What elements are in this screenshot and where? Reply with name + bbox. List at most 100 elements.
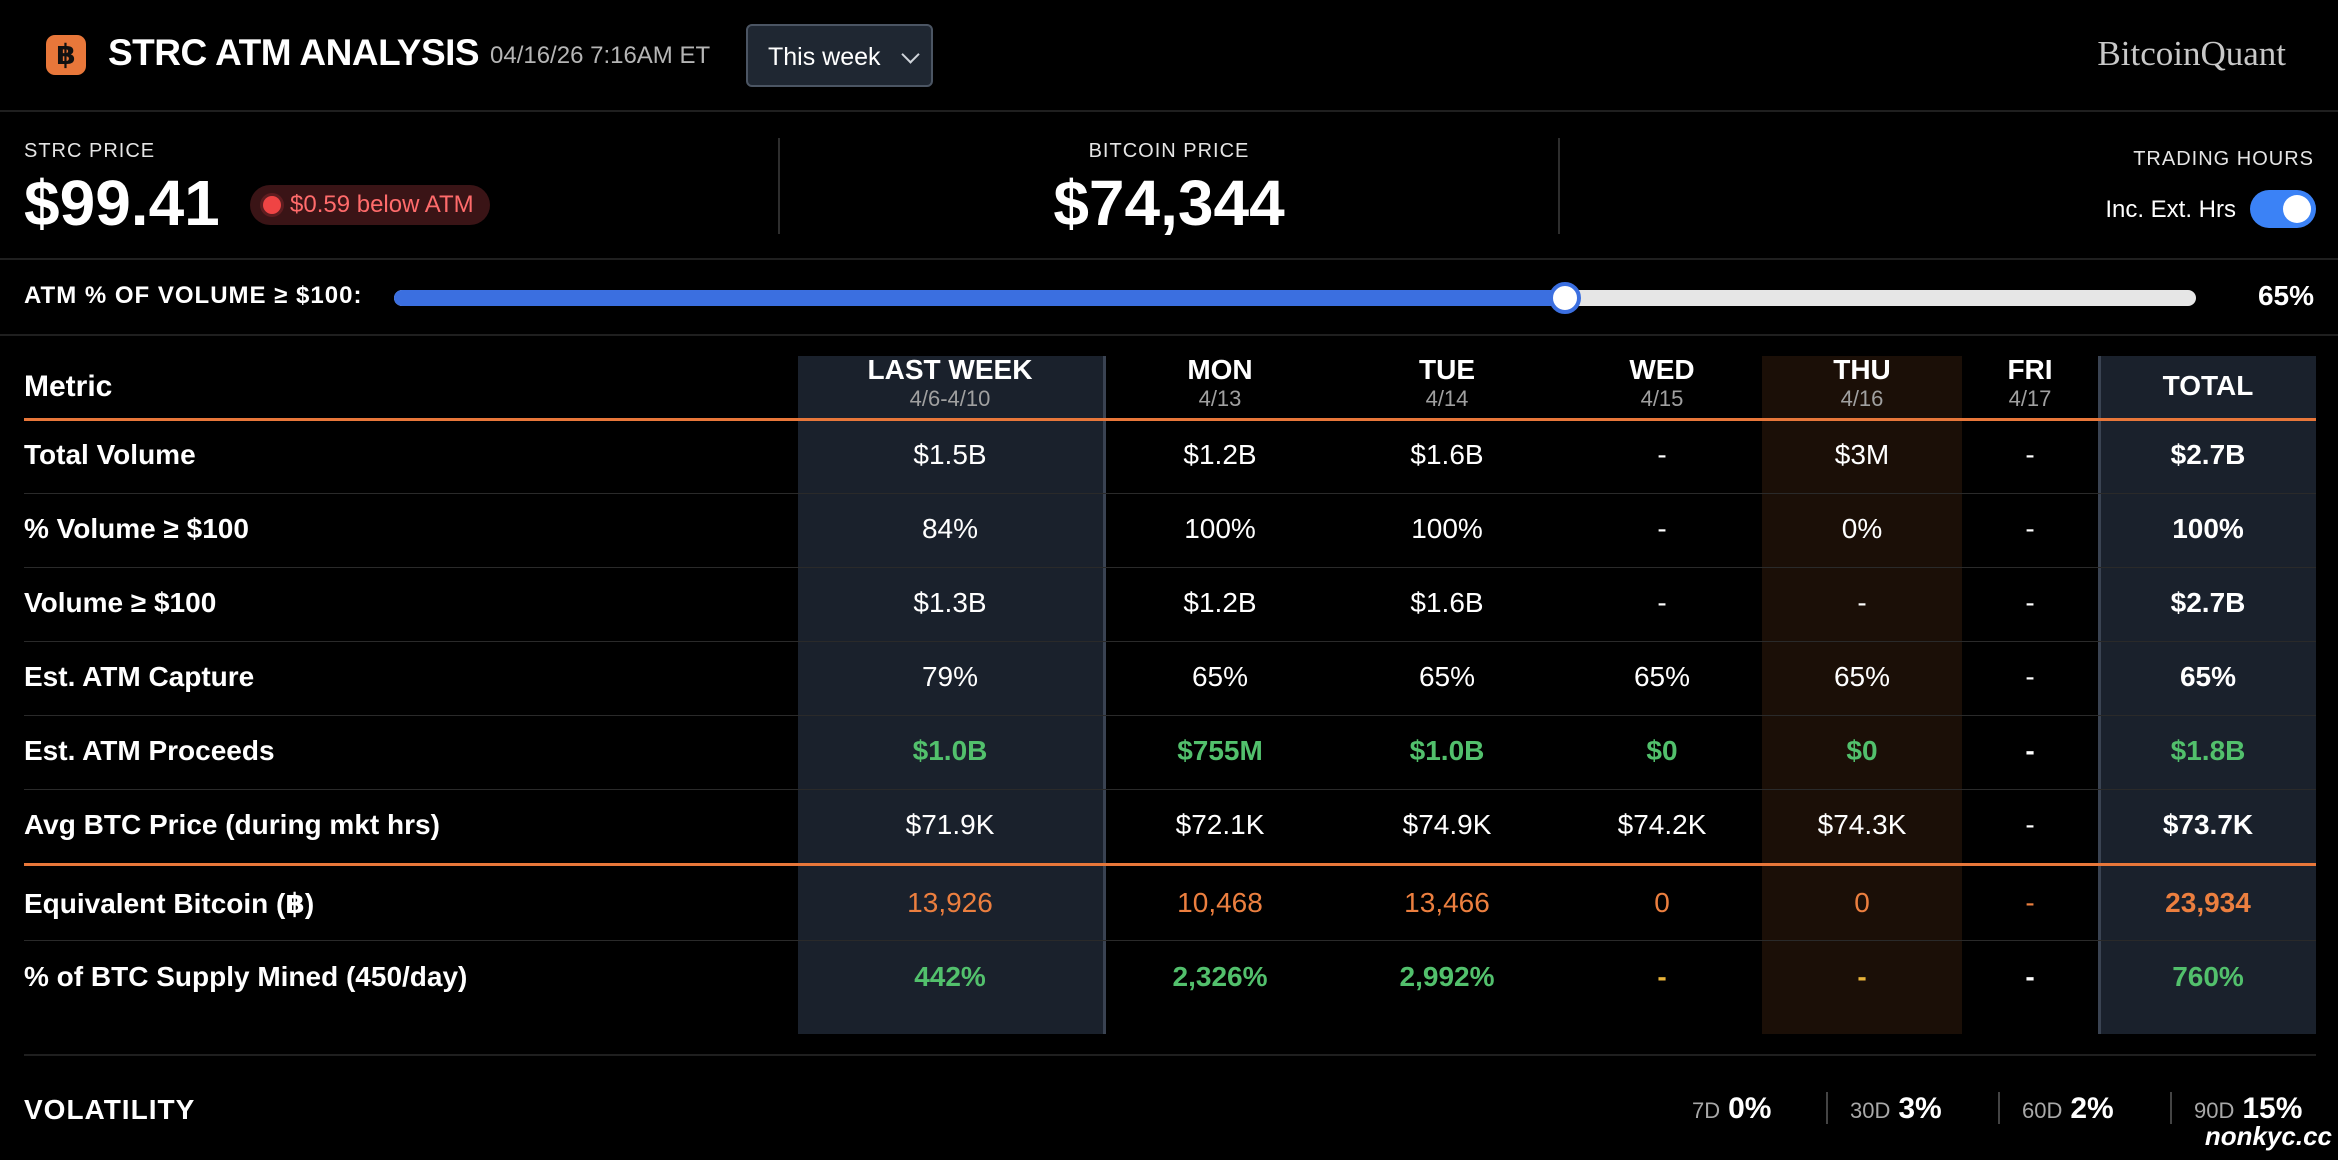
volatility-period-label: 7D: [1692, 1098, 1721, 1123]
bitcoin-logo-icon: ฿: [46, 35, 86, 75]
table-cell-last-week: 84%: [921, 513, 979, 544]
table-cell-mon: $1.2B: [1183, 587, 1257, 618]
table-cell-wed: -: [1657, 587, 1667, 618]
column-header-last-week: LAST WEEK: [867, 354, 1033, 385]
page-title: STRC ATM ANALYSIS: [108, 32, 480, 73]
table-cell-wed: -: [1657, 439, 1667, 470]
price-summary: STRC PRICE $99.41 $0.59 below ATM BITCOI…: [0, 112, 2338, 258]
table-cell-mon: 65%: [1191, 661, 1249, 692]
column-header-total: TOTAL: [2162, 370, 2254, 401]
divider: [1558, 138, 1560, 234]
row-divider: [24, 789, 2316, 790]
table-cell-mon: $72.1K: [1175, 809, 1265, 840]
slider-label: ATM % OF VOLUME ≥ $100:: [24, 282, 363, 309]
column-header-mon: MON: [1187, 354, 1253, 385]
table-cell-mon: $755M: [1177, 735, 1263, 766]
ext-hours-toggle[interactable]: [2250, 190, 2316, 228]
column-date-fri: 4/17: [2008, 386, 2052, 411]
volatility-90d: 90D 15%: [2194, 1092, 2302, 1126]
table-cell-fri: -: [2025, 809, 2035, 840]
timestamp: 04/16/26 7:16AM ET: [490, 42, 711, 69]
table-cell-mon: 100%: [1184, 513, 1256, 544]
row-label: % of BTC Supply Mined (450/day): [24, 961, 468, 992]
slider-fill: [394, 290, 1565, 306]
table-cell-thu: 0: [1854, 887, 1870, 918]
column-header-tue: TUE: [1419, 354, 1475, 385]
table-cell-total: $2.7B: [2170, 587, 2246, 618]
volatility-period-label: 30D: [1850, 1098, 1891, 1123]
row-label: Est. ATM Capture: [24, 661, 255, 692]
column-date-thu: 4/16: [1840, 386, 1884, 411]
table-cell-mon: $1.2B: [1183, 439, 1257, 470]
table-cell-thu: 65%: [1833, 661, 1891, 692]
table-cell-fri: -: [2025, 961, 2035, 992]
table-cell-thu: $3M: [1834, 439, 1890, 470]
table-cell-total: $1.8B: [2170, 735, 2246, 766]
table-cell-fri: -: [2025, 439, 2035, 470]
table-cell-last-week: $1.3B: [913, 587, 987, 618]
table-cell-thu: -: [1857, 961, 1867, 992]
volatility-value: 0%: [1728, 1092, 1772, 1125]
table-cell-wed: 65%: [1633, 661, 1691, 692]
row-label: % Volume ≥ $100: [24, 513, 249, 544]
ext-hours-toggle-label: Inc. Ext. Hrs: [2105, 196, 2236, 223]
row-label: Total Volume: [24, 439, 196, 470]
table-cell-total: 760%: [2172, 961, 2244, 992]
trading-hours-label: TRADING HOURS: [2133, 148, 2314, 170]
period-select[interactable]: This week: [746, 24, 933, 87]
table-cell-tue: $74.9K: [1402, 809, 1492, 840]
atm-status-text: $0.59 below ATM: [290, 191, 474, 218]
table-cell-thu: $0: [1846, 735, 1878, 766]
table-cell-thu: 0%: [1841, 513, 1883, 544]
last-week-column-bg: [798, 356, 1106, 1034]
table-cell-last-week: 79%: [921, 661, 979, 692]
slider-value: 65%: [2257, 280, 2314, 311]
column-date-wed: 4/15: [1640, 386, 1684, 411]
table-cell-tue: 100%: [1411, 513, 1483, 544]
section-divider: [24, 418, 2316, 421]
table-cell-tue: $1.0B: [1409, 735, 1485, 766]
divider: [1826, 1092, 1828, 1124]
volatility-period-label: 60D: [2022, 1098, 2063, 1123]
row-label: Volume ≥ $100: [24, 587, 217, 618]
volatility-value: 2%: [2070, 1092, 2114, 1125]
app-header: ฿ STRC ATM ANALYSIS 04/16/26 7:16AM ET T…: [0, 0, 2338, 112]
table-cell-total: $2.7B: [2170, 439, 2246, 470]
volatility-value: 15%: [2242, 1092, 2303, 1125]
table-cell-fri: -: [2025, 887, 2035, 918]
table-cell-last-week: $71.9K: [905, 809, 995, 840]
table-cell-tue: $1.6B: [1410, 439, 1484, 470]
table-cell-last-week: $1.5B: [913, 439, 987, 470]
table-cell-wed: 0: [1654, 887, 1670, 918]
table-cell-wed: -: [1657, 513, 1667, 544]
slider-track[interactable]: [394, 282, 2196, 314]
table-cell-mon: 2,326%: [1172, 961, 1268, 992]
table-cell-wed: -: [1657, 961, 1667, 992]
column-date-last-week: 4/6-4/10: [909, 386, 991, 411]
table-cell-thu: -: [1857, 587, 1867, 618]
row-divider: [24, 641, 2316, 642]
row-label: Est. ATM Proceeds: [24, 735, 275, 766]
column-date-mon: 4/13: [1198, 386, 1242, 411]
metric-column-header: Metric: [24, 370, 113, 403]
brand-logo: BitcoinQuant: [2097, 34, 2286, 73]
today-column-bg: [1762, 356, 1962, 1034]
row-divider: [24, 493, 2316, 494]
table-cell-total: 65%: [2179, 661, 2237, 692]
table-cell-fri: -: [2025, 513, 2035, 544]
atm-status-badge: $0.59 below ATM: [250, 185, 490, 225]
strc-price-label: STRC PRICE: [24, 140, 156, 162]
chevron-down-icon: [901, 45, 920, 64]
section-divider: [24, 863, 2316, 866]
table-cell-tue: 65%: [1418, 661, 1476, 692]
slider-thumb[interactable]: [1549, 282, 1581, 314]
table-cell-thu: $74.3K: [1817, 809, 1907, 840]
atm-metrics-table: Metric LAST WEEK 4/6-4/10 MON 4/13 TUE 4/14 WE…: [0, 336, 2338, 1034]
volatility-value: 3%: [1898, 1092, 1942, 1125]
table-cell-total: 100%: [2172, 513, 2244, 544]
divider: [2170, 1092, 2172, 1124]
row-label: Avg BTC Price (during mkt hrs): [24, 809, 440, 840]
bitcoin-price-value: $74,344: [1053, 167, 1285, 239]
column-date-tue: 4/14: [1425, 386, 1469, 411]
row-divider: [24, 715, 2316, 716]
